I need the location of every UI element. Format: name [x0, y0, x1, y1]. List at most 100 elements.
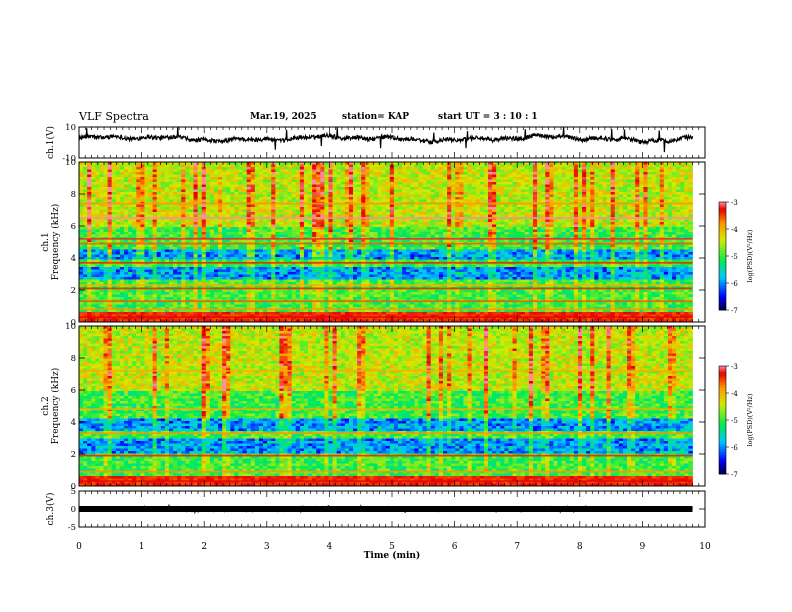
spectrogram-cell: [422, 234, 428, 238]
spectrogram-cell: [201, 177, 207, 180]
spectrogram-cell: [336, 239, 342, 243]
spectrogram-cell: [140, 232, 145, 235]
spectrogram-cell: [393, 167, 399, 170]
spectrogram-cell: [79, 167, 84, 170]
spectrogram-cell: [357, 169, 362, 173]
spectrogram-cell: [414, 164, 419, 168]
spectrogram-cell: [385, 222, 391, 225]
spectrogram-cell: [181, 229, 186, 233]
spectrogram-cell: [393, 227, 399, 230]
spectrogram-cell: [402, 177, 407, 180]
spectrogram-cell: [324, 194, 329, 198]
spectrogram-cell: [663, 214, 669, 218]
spectrogram-cell: [406, 194, 411, 198]
spectrogram-cell: [299, 224, 305, 228]
spectrogram-cell: [373, 192, 378, 195]
spectrogram-cell: [463, 189, 468, 193]
spectrogram-cell: [136, 214, 141, 218]
spectrogram-cell: [639, 169, 644, 173]
spectrogram-cell: [508, 192, 513, 195]
spectrogram-cell: [332, 167, 338, 170]
spectrogram-cell: [524, 167, 530, 170]
spectrogram-cell: [524, 164, 530, 168]
spectrogram-cell: [107, 222, 113, 225]
spectrogram-cell: [173, 172, 178, 175]
spectrogram-cell: [622, 189, 628, 193]
spectrogram-cell: [361, 162, 366, 165]
spectrogram-cell: [532, 212, 538, 215]
spectrogram-cell: [479, 177, 485, 180]
spectrogram-cell: [361, 229, 366, 233]
spectrogram-cell: [582, 172, 587, 175]
spectrogram-cell: [205, 184, 211, 188]
spectrogram-cell: [173, 244, 178, 248]
spectrogram-cell: [128, 214, 133, 218]
spectrogram-cell: [590, 187, 595, 190]
spectrogram-cell: [128, 184, 133, 188]
spectrogram-cell: [279, 172, 284, 175]
spectrogram-cell: [283, 212, 288, 215]
spectrogram-cell: [316, 172, 321, 175]
spectrogram-cell: [443, 174, 448, 178]
spectrogram-cell: [316, 209, 321, 213]
spectrogram-cell: [573, 234, 579, 238]
spectrogram-cell: [254, 229, 260, 233]
spectrogram-cell: [586, 234, 591, 238]
spectrogram-cell: [459, 162, 464, 165]
spectrogram-cell: [627, 219, 632, 223]
spectrogram-cell: [348, 189, 354, 193]
spectrogram-cell: [168, 187, 174, 190]
spectrogram-cell: [398, 199, 403, 203]
spectrogram-cell: [504, 184, 509, 188]
spectrogram-cell: [541, 179, 546, 183]
spectrogram-cell: [434, 167, 440, 170]
spectrogram-cell: [422, 214, 428, 218]
spectrogram-cell: [659, 214, 665, 218]
spectrogram-cell: [385, 162, 391, 165]
spectrogram-cell: [373, 207, 378, 210]
spectrogram-cell: [209, 219, 215, 223]
spectrogram-cell: [95, 234, 100, 238]
spectrogram-cell: [234, 227, 239, 230]
spectrogram-cell: [123, 219, 129, 223]
spectrogram-cell: [144, 192, 149, 195]
spectrogram-cell: [332, 219, 338, 223]
spectrogram-cell: [512, 179, 518, 183]
spectrogram-cell: [672, 219, 677, 223]
spectrogram-cell: [267, 214, 272, 218]
spectrogram-cell: [312, 174, 317, 178]
spectrogram-cell: [369, 174, 374, 178]
spectrogram-cell: [287, 194, 293, 198]
spectrogram-cell: [103, 179, 109, 183]
spectrogram-cell: [152, 174, 158, 178]
spectrogram-cell: [185, 179, 190, 183]
spectrogram-cell: [132, 222, 137, 225]
spectrogram-cell: [271, 197, 276, 200]
spectrogram-cell: [312, 167, 317, 170]
spectrogram-cell: [197, 207, 203, 210]
spectrogram-cell: [443, 184, 448, 188]
spectrogram-cell: [160, 244, 166, 248]
spectrogram-cell: [676, 194, 681, 198]
spectrogram-cell: [103, 229, 109, 233]
spectrogram-cell: [242, 214, 248, 218]
spectrogram-cell: [389, 172, 395, 175]
spectrogram-cell: [369, 169, 374, 173]
spectrogram-cell: [398, 214, 403, 218]
spectrogram-cell: [524, 182, 530, 185]
spectrogram-cell: [201, 187, 207, 190]
spectrogram-cell: [230, 227, 235, 230]
spectrogram-cell: [602, 169, 607, 173]
spectrogram-cell: [332, 214, 338, 218]
spectrogram-cell: [541, 197, 546, 200]
spectrogram-cell: [389, 239, 395, 243]
spectrogram-cell: [226, 227, 231, 230]
spectrogram-cell: [569, 192, 575, 195]
spectrogram-cell: [504, 222, 509, 225]
spectrogram-cell: [136, 229, 141, 233]
spectrogram-cell: [373, 177, 378, 180]
spectrogram-cell: [573, 184, 579, 188]
spectrogram-cell: [148, 192, 154, 195]
spectrogram-cell: [569, 209, 575, 213]
spectrogram-cell: [201, 227, 207, 230]
